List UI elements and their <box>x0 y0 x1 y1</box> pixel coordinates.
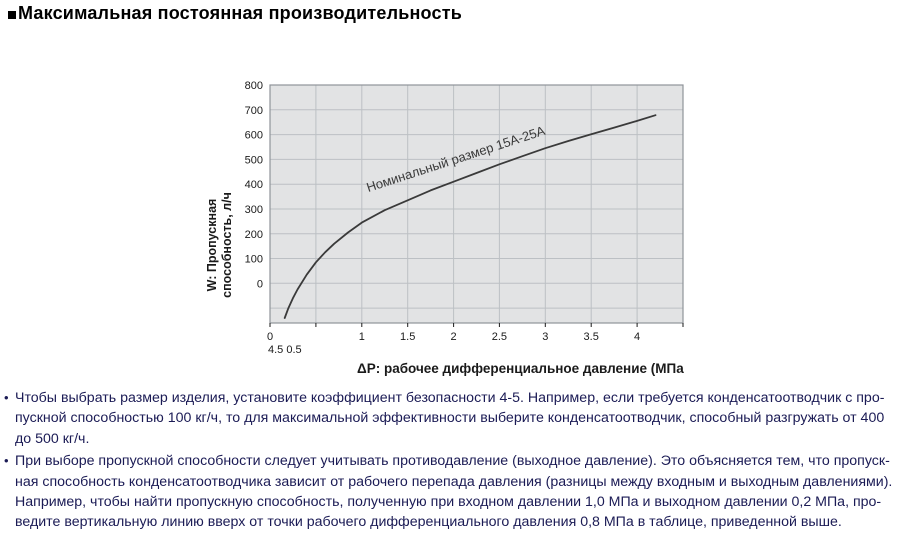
note-text-line: ведите вертикальную линию вверх от точки… <box>15 514 842 531</box>
svg-text:2.5: 2.5 <box>492 331 507 343</box>
gridlines <box>270 85 683 323</box>
bullet-icon: • <box>4 453 9 469</box>
stray-axis-labels: 4.5 0.5 <box>268 344 302 356</box>
svg-text:1.5: 1.5 <box>400 331 415 343</box>
svg-text:0: 0 <box>257 278 263 290</box>
svg-text:4: 4 <box>634 331 640 343</box>
note-text-line: При выборе пропускной способности следуе… <box>15 453 890 470</box>
svg-text:500: 500 <box>245 154 263 166</box>
note-text-line: Например, чтобы найти пропускную способн… <box>15 494 882 511</box>
section-title-text: Максимальная постоянная производительнос… <box>18 3 462 23</box>
svg-text:2: 2 <box>451 331 457 343</box>
svg-text:200: 200 <box>245 229 263 241</box>
svg-text:700: 700 <box>245 105 263 117</box>
svg-text:3: 3 <box>542 331 548 343</box>
x-tick-marks <box>269 323 684 327</box>
svg-text:400: 400 <box>245 179 263 191</box>
y-axis-tick-labels: 0 100 200 300 400 500 600 700 800 <box>245 80 263 290</box>
svg-text:800: 800 <box>245 80 263 92</box>
svg-text:600: 600 <box>245 130 263 142</box>
svg-text:1: 1 <box>359 331 365 343</box>
plot-area <box>270 85 683 323</box>
capacity-curve <box>283 114 657 319</box>
note-item: • При выборе пропускной способности след… <box>3 451 909 533</box>
x-axis-title: ΔP: рабочее дифференциальное давление (М… <box>357 361 684 376</box>
note-text-line: Чтобы выбрать размер изделия, установите… <box>15 390 885 406</box>
svg-text:0: 0 <box>267 331 273 343</box>
note-text-line: ная способность конденсатоотводчика зави… <box>15 473 893 490</box>
section-title: Максимальная постоянная производительнос… <box>8 3 462 24</box>
notes-section: • Чтобы выбрать размер изделия, установи… <box>3 388 909 535</box>
svg-text:100: 100 <box>245 254 263 266</box>
svg-text:300: 300 <box>245 204 263 216</box>
note-item: • Чтобы выбрать размер изделия, установи… <box>3 388 909 449</box>
note-text-line: пускной способностью 100 кг/ч, то для ма… <box>15 410 885 427</box>
note-text-line: до 500 кг/ч. <box>15 430 90 447</box>
bullet-icon: • <box>4 390 9 405</box>
section-marker-icon <box>8 10 16 19</box>
x-axis-tick-labels: 0 1 1.5 2 2.5 3 3.5 4 <box>267 331 640 343</box>
plot-frame <box>269 84 684 324</box>
capacity-chart: W: Пропускная способность, л/ч 0 100 200 30… <box>195 75 712 387</box>
svg-text:3.5: 3.5 <box>584 331 599 343</box>
